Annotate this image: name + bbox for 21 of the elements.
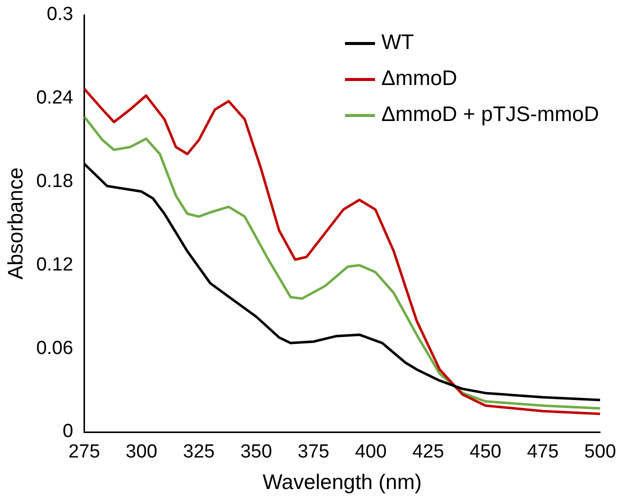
x-tick-label: 475 bbox=[526, 442, 559, 463]
x-axis-title: Wavelength (nm) bbox=[262, 471, 422, 494]
x-tick-label: 350 bbox=[240, 442, 272, 463]
x-tick-label: 450 bbox=[470, 442, 502, 463]
y-tick-label: 0.12 bbox=[36, 254, 74, 276]
x-tick-label: 500 bbox=[584, 442, 616, 463]
x-tick-label: 375 bbox=[298, 442, 330, 463]
x-tick-label: 325 bbox=[182, 442, 215, 463]
x-tick-label: 275 bbox=[68, 442, 100, 463]
y-axis-title: Absorbance bbox=[4, 167, 28, 280]
legend-label: ΔmmoD + pTJS-mmoD bbox=[381, 102, 599, 128]
x-tick-label: 425 bbox=[412, 442, 444, 463]
y-tick-label: 0 bbox=[62, 421, 74, 442]
y-tick-label: 0.3 bbox=[46, 4, 74, 26]
legend-label: WT bbox=[381, 30, 414, 56]
y-tick-label: 0.06 bbox=[36, 338, 74, 359]
legend-label: ΔmmoD bbox=[381, 66, 458, 92]
y-tick-label: 0.24 bbox=[36, 88, 74, 109]
x-tick-label: 300 bbox=[126, 442, 158, 463]
y-tick-label: 0.18 bbox=[36, 171, 74, 192]
x-tick-label: 400 bbox=[354, 442, 387, 463]
